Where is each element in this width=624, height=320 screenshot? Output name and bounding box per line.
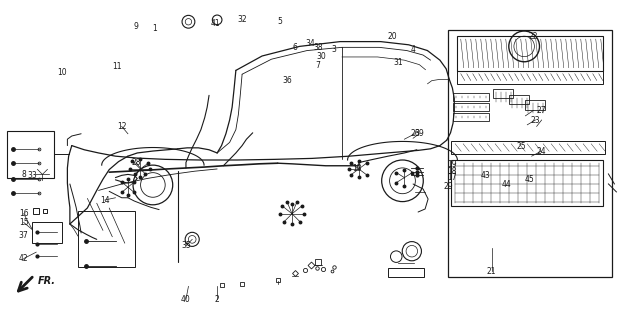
- Text: 31: 31: [393, 58, 403, 67]
- Text: 28: 28: [131, 158, 141, 167]
- Text: 32: 32: [237, 15, 247, 24]
- Bar: [493, 89, 513, 99]
- Text: 3: 3: [331, 45, 336, 54]
- Bar: [388, 268, 424, 277]
- Text: 44: 44: [502, 180, 512, 188]
- Text: 45: 45: [524, 175, 534, 184]
- Text: 36: 36: [282, 76, 292, 85]
- Text: 23: 23: [530, 116, 540, 124]
- Text: 39: 39: [414, 129, 424, 138]
- Text: 40: 40: [181, 295, 191, 304]
- Text: 6: 6: [292, 43, 297, 52]
- Text: 17: 17: [447, 173, 457, 182]
- Bar: [451, 160, 603, 206]
- Bar: [448, 30, 612, 277]
- Bar: [453, 93, 489, 101]
- Text: FR.: FR.: [38, 276, 56, 286]
- Text: 30: 30: [316, 52, 326, 60]
- Text: 25: 25: [516, 142, 526, 151]
- Text: 42: 42: [19, 254, 29, 263]
- Text: 7: 7: [316, 61, 321, 70]
- Bar: [451, 141, 605, 154]
- Text: 26: 26: [410, 129, 420, 138]
- Text: 37: 37: [19, 231, 29, 240]
- Text: 9: 9: [134, 22, 139, 31]
- Bar: [453, 103, 489, 111]
- Bar: [78, 211, 135, 267]
- Text: 1: 1: [152, 24, 157, 33]
- Bar: [457, 36, 603, 71]
- Text: 20: 20: [387, 32, 397, 41]
- Text: 18: 18: [447, 167, 457, 176]
- Text: 11: 11: [112, 62, 122, 71]
- Text: 2: 2: [215, 295, 220, 304]
- Text: 34: 34: [306, 39, 316, 48]
- Text: 43: 43: [480, 171, 490, 180]
- Text: 22: 22: [529, 32, 539, 41]
- Text: 27: 27: [537, 106, 547, 115]
- Text: 24: 24: [537, 147, 547, 156]
- Text: 29: 29: [443, 182, 453, 191]
- Bar: [7, 131, 54, 178]
- Text: 8: 8: [21, 170, 26, 179]
- Text: 35: 35: [181, 241, 191, 250]
- Text: 12: 12: [117, 122, 127, 131]
- Bar: [32, 222, 62, 243]
- Text: 19: 19: [447, 160, 457, 169]
- Bar: [525, 100, 545, 110]
- Bar: [457, 71, 603, 84]
- Text: 41: 41: [210, 19, 220, 28]
- Text: 5: 5: [277, 17, 282, 26]
- Text: 21: 21: [487, 267, 497, 276]
- Text: 16: 16: [19, 209, 29, 218]
- Text: 15: 15: [19, 218, 29, 227]
- Text: 4: 4: [411, 45, 416, 54]
- Text: 10: 10: [57, 68, 67, 76]
- Text: 38: 38: [313, 43, 323, 52]
- Text: 33: 33: [27, 171, 37, 180]
- Text: 14: 14: [100, 196, 110, 204]
- Bar: [509, 95, 529, 104]
- Text: 13: 13: [352, 164, 362, 173]
- Bar: [453, 113, 489, 121]
